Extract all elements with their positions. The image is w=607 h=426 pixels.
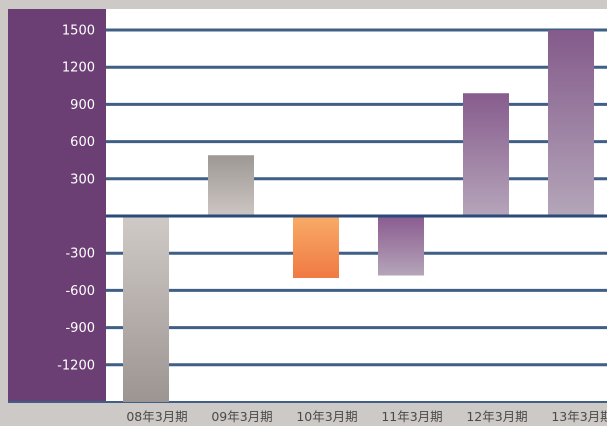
x-tick-label: 13年3月期 [551, 409, 607, 424]
x-tick-label: 08年3月期 [126, 409, 187, 424]
y-tick-label: -900 [65, 321, 95, 336]
bar-5 [463, 93, 509, 216]
x-tick-labels: 08年3月期 09年3月期 10年3月期 11年3月期 12年3月期 13年3月期 [126, 409, 607, 424]
y-tick-label: 600 [70, 135, 95, 150]
y-tick-label: -1200 [57, 358, 95, 373]
bar-4 [378, 216, 424, 276]
plot-background [106, 9, 607, 402]
x-tick-label: 10年3月期 [296, 409, 357, 424]
y-tick-label: 1500 [62, 24, 95, 39]
y-tick-label: 900 [70, 98, 95, 113]
bar-2 [208, 155, 254, 216]
y-axis-panel [8, 9, 106, 402]
x-tick-label: 12年3月期 [466, 409, 527, 424]
y-tick-label: 1200 [62, 61, 95, 76]
x-tick-label: 09年3月期 [211, 409, 272, 424]
bar-6 [548, 30, 594, 216]
bars [123, 30, 594, 402]
y-tick-label: 300 [70, 172, 95, 187]
bar-3 [293, 216, 339, 278]
y-tick-labels: 1500 1200 900 600 300 -300 -600 -900 -1200 [57, 24, 95, 374]
x-tick-label: 11年3月期 [381, 409, 442, 424]
y-tick-label: -600 [65, 284, 95, 299]
y-tick-label: -300 [65, 247, 95, 262]
bar-1 [123, 216, 169, 402]
gridlines [8, 28, 607, 403]
